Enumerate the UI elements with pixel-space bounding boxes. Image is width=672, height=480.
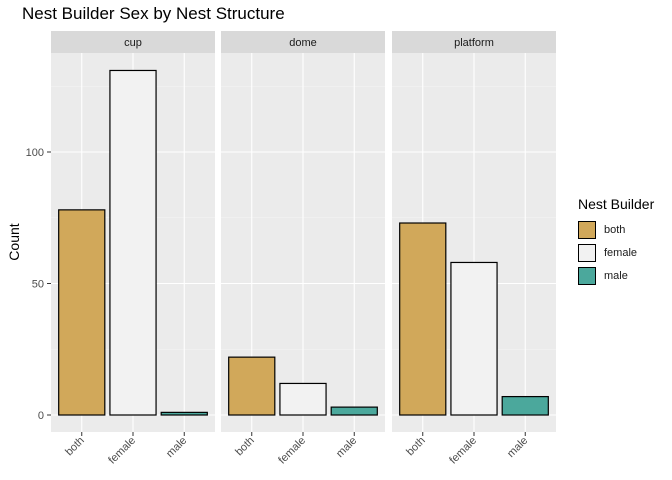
legend-title: Nest Builder <box>578 196 655 212</box>
y-tick-label: 0 <box>38 410 44 422</box>
legend-key-female <box>578 243 596 262</box>
bar-platform-both <box>399 222 447 416</box>
bar-platform-male <box>501 395 549 416</box>
y-tick-label: 100 <box>26 147 44 159</box>
x-tick-label-female: female <box>276 435 308 467</box>
x-tick-label-male: male <box>164 435 189 460</box>
x-tick-label-male: male <box>334 435 359 460</box>
facet-label-platform: platform <box>454 37 494 49</box>
legend-label-male: male <box>604 269 628 282</box>
legend-item-male: male <box>578 264 654 287</box>
legend-label-both: both <box>604 223 626 236</box>
y-tick-label: 50 <box>32 279 44 291</box>
chart-title: Nest Builder Sex by Nest Structure <box>22 4 285 23</box>
bar-dome-both <box>228 356 276 416</box>
y-axis-title: Count <box>6 223 22 260</box>
bar-dome-female <box>279 382 327 416</box>
x-tick-label-both: both <box>233 435 257 459</box>
bar-platform-female <box>450 261 498 416</box>
x-tick-label-female: female <box>106 435 138 467</box>
facet-label-cup: cup <box>124 37 142 49</box>
bar-cup-both <box>58 209 106 416</box>
facet-strip-dome <box>221 31 385 53</box>
x-tick-label-female: female <box>447 435 479 467</box>
bar-cup-female <box>109 69 157 416</box>
legend: Nest Builder both female male <box>578 196 654 287</box>
facet-label-dome: dome <box>289 37 317 49</box>
x-tick-label-male: male <box>505 435 530 460</box>
x-tick-label-both: both <box>404 435 428 459</box>
legend-key-male <box>578 266 596 285</box>
x-tick-label-both: both <box>63 435 87 459</box>
facet-strip-cup <box>51 31 215 53</box>
facet-strip-platform <box>392 31 556 53</box>
legend-label-female: female <box>604 246 638 259</box>
legend-key-both <box>578 220 596 239</box>
bar-dome-male <box>330 406 378 416</box>
legend-item-female: female <box>578 241 654 264</box>
bar-cup-male <box>160 411 208 416</box>
legend-item-both: both <box>578 218 654 241</box>
